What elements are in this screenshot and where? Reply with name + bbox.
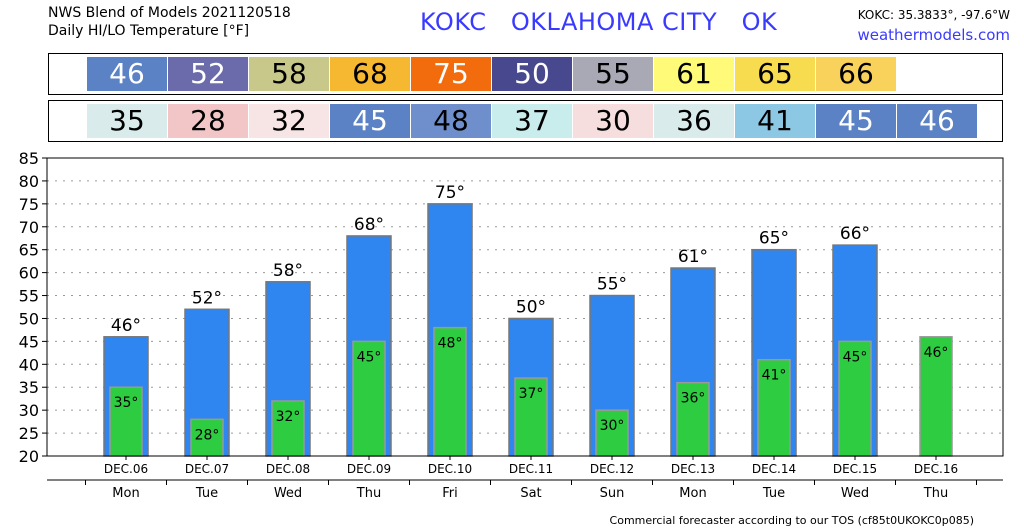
- low-temp-label: 32°: [276, 409, 301, 425]
- high-temp-label: 61°: [678, 247, 708, 267]
- x-day-label: Tue: [195, 486, 218, 501]
- x-day-label: Wed: [841, 486, 869, 501]
- low-temp-label: 28°: [195, 427, 220, 443]
- high-temp-label: 46°: [111, 316, 141, 336]
- x-date-label: DEC.15: [833, 462, 877, 476]
- x-day-label: Sun: [600, 486, 625, 501]
- x-date-label: DEC.12: [590, 462, 634, 476]
- high-temp-cell: 75: [411, 57, 491, 91]
- low-temp-bar: [352, 340, 386, 457]
- station-title: KOKC OKLAHOMA CITY OK: [420, 8, 778, 36]
- y-tick-label: 80: [19, 172, 39, 191]
- y-tick-label: 65: [19, 241, 39, 260]
- chart-header-left: NWS Blend of Models 2021120518 Daily HI/…: [48, 4, 291, 40]
- high-temp-cell: 46: [87, 57, 167, 91]
- low-temp-cell: 36: [654, 104, 734, 138]
- low-temperature-row: 35 28 32 45 48 37 30 36 41 45 46: [48, 100, 1003, 142]
- high-temp-cell: 66: [816, 57, 896, 91]
- high-temp-label: 52°: [192, 288, 222, 308]
- y-tick-label: 70: [19, 218, 39, 237]
- high-temperature-row: 46 52 58 68 75 50 55 61 65 66: [48, 53, 1003, 95]
- low-temp-cell: 32: [249, 104, 329, 138]
- low-temp-cell: 48: [411, 104, 491, 138]
- y-tick-label: 25: [19, 424, 39, 443]
- y-tick-label: 60: [19, 264, 39, 283]
- low-temp-label: 41°: [762, 368, 787, 384]
- high-temp-label: 75°: [435, 183, 465, 203]
- low-temp-cell: 45: [816, 104, 896, 138]
- low-temp-bar: [190, 418, 224, 457]
- site-link[interactable]: weathermodels.com: [857, 26, 1010, 44]
- x-date-label: DEC.09: [347, 462, 391, 476]
- high-temp-cell: 55: [573, 57, 653, 91]
- x-date-label: DEC.16: [914, 462, 958, 476]
- y-tick-label: 55: [19, 287, 39, 306]
- chart-subtitle: Daily HI/LO Temperature [°F]: [48, 23, 250, 39]
- x-day-label: Mon: [679, 486, 706, 501]
- y-tick-label: 35: [19, 378, 39, 397]
- high-temp-label: 68°: [354, 215, 384, 235]
- low-temp-cell: 41: [735, 104, 815, 138]
- x-day-label: Mon: [112, 486, 139, 501]
- low-temp-bar: [109, 386, 143, 457]
- x-date-label: DEC.13: [671, 462, 715, 476]
- low-temp-label: 35°: [114, 395, 139, 411]
- x-date-label: DEC.08: [266, 462, 310, 476]
- low-temp-cell: 46: [897, 104, 977, 138]
- low-temp-label: 37°: [519, 386, 544, 402]
- footer-note: Commercial forecaster according to our T…: [609, 514, 974, 527]
- high-temp-cell: 50: [492, 57, 572, 91]
- x-date-label: DEC.06: [104, 462, 148, 476]
- x-date-label: DEC.11: [509, 462, 553, 476]
- x-date-label: DEC.07: [185, 462, 229, 476]
- high-temp-label: 50°: [516, 297, 546, 317]
- low-temp-cell: 28: [168, 104, 248, 138]
- y-tick-label: 20: [19, 447, 39, 466]
- temperature-chart: 20 25 30 35 40 45 50 55 60 65 70 75 80 85 46° 35° 52° 28°…: [19, 149, 1004, 501]
- x-date-label: DEC.14: [752, 462, 796, 476]
- y-tick-label: 75: [19, 195, 39, 214]
- model-title: NWS Blend of Models 2021120518: [48, 5, 291, 21]
- low-temp-label: 45°: [357, 349, 382, 365]
- low-temp-label: 46°: [924, 345, 949, 361]
- y-tick-label: 85: [19, 149, 39, 168]
- high-temp-label: 55°: [597, 275, 627, 295]
- high-temp-cell: 65: [735, 57, 815, 91]
- low-temp-label: 45°: [843, 349, 868, 365]
- low-temp-bar: [433, 326, 467, 457]
- station-coords: KOKC: 35.3833°, -97.6°W: [857, 8, 1010, 22]
- low-temp-cell: 30: [573, 104, 653, 138]
- high-temp-label: 66°: [840, 224, 870, 244]
- low-temp-cell: 35: [87, 104, 167, 138]
- high-temp-cell: 68: [330, 57, 410, 91]
- x-date-label: DEC.10: [428, 462, 472, 476]
- low-temp-bar: [271, 400, 305, 457]
- high-temp-cell: 61: [654, 57, 734, 91]
- chart-header-right: KOKC: 35.3833°, -97.6°W weathermodels.co…: [857, 5, 1010, 45]
- high-temp-label: 65°: [759, 229, 789, 249]
- low-temp-cell: 45: [330, 104, 410, 138]
- y-tick-label: 50: [19, 309, 39, 328]
- low-temp-label: 36°: [681, 391, 706, 407]
- x-day-label: Fri: [442, 486, 458, 501]
- x-day-label: Sat: [520, 486, 541, 501]
- high-temp-cell: 58: [249, 57, 329, 91]
- x-day-label: Thu: [923, 486, 948, 501]
- low-temp-bar: [514, 377, 548, 457]
- y-tick-label: 45: [19, 332, 39, 351]
- plot-frame: [46, 157, 1004, 457]
- x-day-label: Wed: [274, 486, 302, 501]
- low-temp-bar: [919, 336, 953, 457]
- low-temp-cell: 37: [492, 104, 572, 138]
- y-tick-label: 30: [19, 401, 39, 420]
- low-temp-label: 48°: [438, 336, 463, 352]
- y-tick-label: 40: [19, 355, 39, 374]
- high-temp-cell: 52: [168, 57, 248, 91]
- low-temp-bar: [676, 381, 710, 457]
- x-day-label: Thu: [356, 486, 381, 501]
- high-temp-label: 58°: [273, 261, 303, 281]
- x-day-label: Tue: [762, 486, 785, 501]
- low-temp-label: 30°: [600, 418, 625, 434]
